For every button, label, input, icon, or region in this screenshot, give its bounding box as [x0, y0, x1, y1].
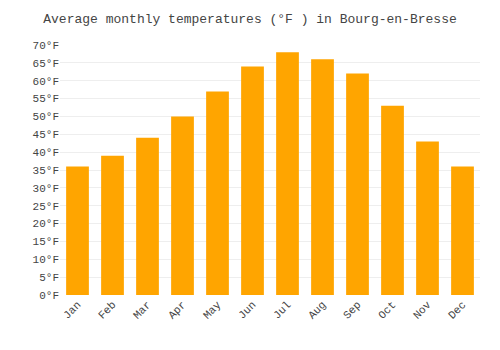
svg-text:Oct: Oct: [376, 299, 398, 321]
svg-text:Aug: Aug: [306, 299, 328, 321]
svg-text:20°F: 20°F: [33, 218, 59, 230]
svg-text:5°F: 5°F: [39, 272, 59, 284]
svg-text:40°F: 40°F: [33, 147, 59, 159]
svg-text:Jan: Jan: [61, 299, 83, 321]
svg-text:Nov: Nov: [411, 299, 434, 322]
svg-text:55°F: 55°F: [33, 93, 59, 105]
svg-text:10°F: 10°F: [33, 254, 59, 266]
svg-text:May: May: [201, 299, 224, 322]
svg-text:60°F: 60°F: [33, 76, 59, 88]
svg-text:35°F: 35°F: [33, 165, 59, 177]
svg-text:Sep: Sep: [341, 299, 363, 321]
svg-text:65°F: 65°F: [33, 58, 59, 70]
svg-text:0°F: 0°F: [39, 290, 59, 302]
svg-text:50°F: 50°F: [33, 111, 59, 123]
svg-text:30°F: 30°F: [33, 183, 59, 195]
svg-text:Jun: Jun: [236, 299, 258, 321]
svg-text:25°F: 25°F: [33, 201, 59, 213]
svg-text:Apr: Apr: [166, 299, 188, 321]
svg-text:45°F: 45°F: [33, 129, 59, 141]
svg-text:15°F: 15°F: [33, 236, 59, 248]
svg-text:Feb: Feb: [96, 299, 118, 321]
svg-text:Average monthly temperatures (: Average monthly temperatures (°F ) in Bo…: [43, 12, 456, 27]
svg-text:Jul: Jul: [271, 299, 293, 321]
svg-text:70°F: 70°F: [33, 40, 59, 52]
svg-text:Mar: Mar: [131, 299, 153, 321]
svg-text:Dec: Dec: [446, 299, 468, 321]
